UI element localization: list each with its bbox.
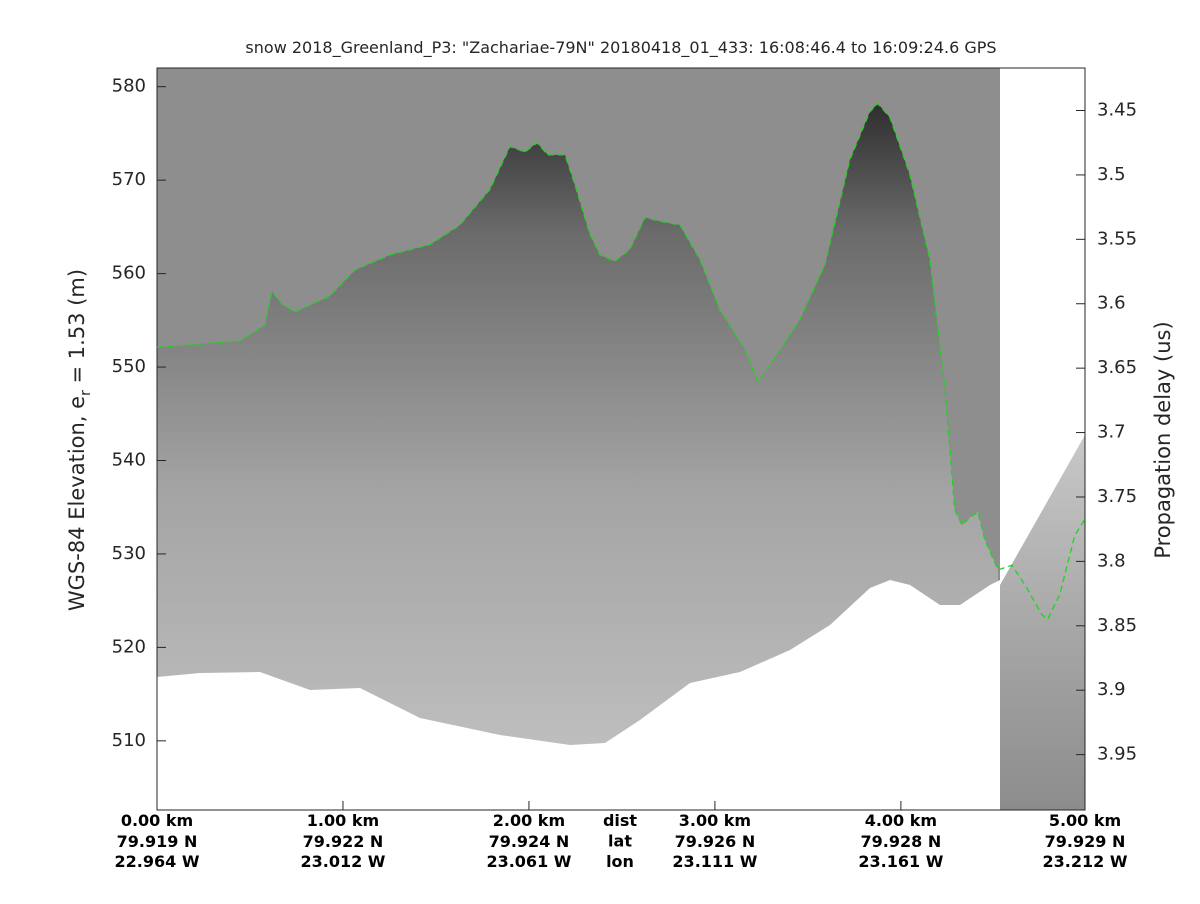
x-tick-lat: 79.926 N	[675, 832, 756, 851]
y2-tick-label: 3.85	[1097, 615, 1137, 636]
x-tick-label: 5.00 km	[1049, 811, 1121, 830]
x-tick-lat: 79.924 N	[489, 832, 570, 851]
y-tick-label: 540	[112, 449, 146, 470]
x-tick-lat: 79.922 N	[303, 832, 384, 851]
x-tick-lat: 79.928 N	[861, 832, 942, 851]
y2-tick-label: 3.8	[1097, 550, 1126, 571]
y-tick-label: 560	[112, 263, 146, 284]
y-tick-label: 530	[112, 543, 146, 564]
x-tick-lon: 23.061 W	[486, 852, 571, 871]
y-tick-label: 570	[112, 169, 146, 190]
x-row-name: lat	[608, 832, 632, 851]
y-tick-label: 520	[112, 636, 146, 657]
y2-tick-label: 3.5	[1097, 164, 1126, 185]
y-tick-label: 510	[112, 730, 146, 751]
subsurface-fill	[157, 103, 998, 810]
y2-tick-label: 3.7	[1097, 422, 1126, 443]
echogram-strip-fill	[1000, 435, 1085, 810]
surface-line	[156, 102, 1086, 621]
y-axis-label-sub: r	[78, 390, 94, 396]
y2-tick-label: 3.6	[1097, 293, 1126, 314]
x-tick-label: 0.00 km	[121, 811, 193, 830]
x-row-name: lon	[606, 852, 634, 871]
y2-tick-label: 3.75	[1097, 486, 1137, 507]
x-tick-lon: 23.012 W	[300, 852, 385, 871]
y2-tick-label: 3.45	[1097, 100, 1137, 121]
x-tick-lon: 22.964 W	[115, 852, 200, 871]
chart-title: snow 2018_Greenland_P3: "Zachariae-79N" …	[245, 38, 996, 58]
x-tick-lat: 79.919 N	[117, 832, 198, 851]
x-tick-lon: 23.212 W	[1043, 852, 1128, 871]
x-tick-label: 1.00 km	[307, 811, 379, 830]
subsurface	[157, 103, 998, 810]
y-axis-label: WGS-84 Elevation, er = 1.53 (m)	[65, 269, 94, 611]
y2-tick-label: 3.55	[1097, 228, 1137, 249]
x-tick-lon: 23.111 W	[672, 852, 757, 871]
x-tick-lon: 23.161 W	[858, 852, 943, 871]
y2-tick-label: 3.65	[1097, 357, 1137, 378]
y2-tick-label: 3.9	[1097, 679, 1126, 700]
echogram-no-data	[157, 580, 1000, 810]
y-tick-label: 550	[112, 356, 146, 377]
x-tick-label: 3.00 km	[679, 811, 751, 830]
y-tick-label: 580	[112, 76, 146, 97]
x-tick-label: 2.00 km	[493, 811, 565, 830]
y2-axis-label: Propagation delay (us)	[1151, 321, 1175, 558]
y-axis-label-text: WGS-84 Elevation, e	[65, 396, 89, 611]
y-axis-label-end: = 1.53 (m)	[65, 269, 89, 390]
x-tick-label: 4.00 km	[865, 811, 937, 830]
y2-tick-label: 3.95	[1097, 744, 1137, 765]
plot-frame	[156, 67, 1086, 811]
x-tick-lat: 79.929 N	[1045, 832, 1126, 851]
x-row-name: dist	[603, 811, 637, 830]
